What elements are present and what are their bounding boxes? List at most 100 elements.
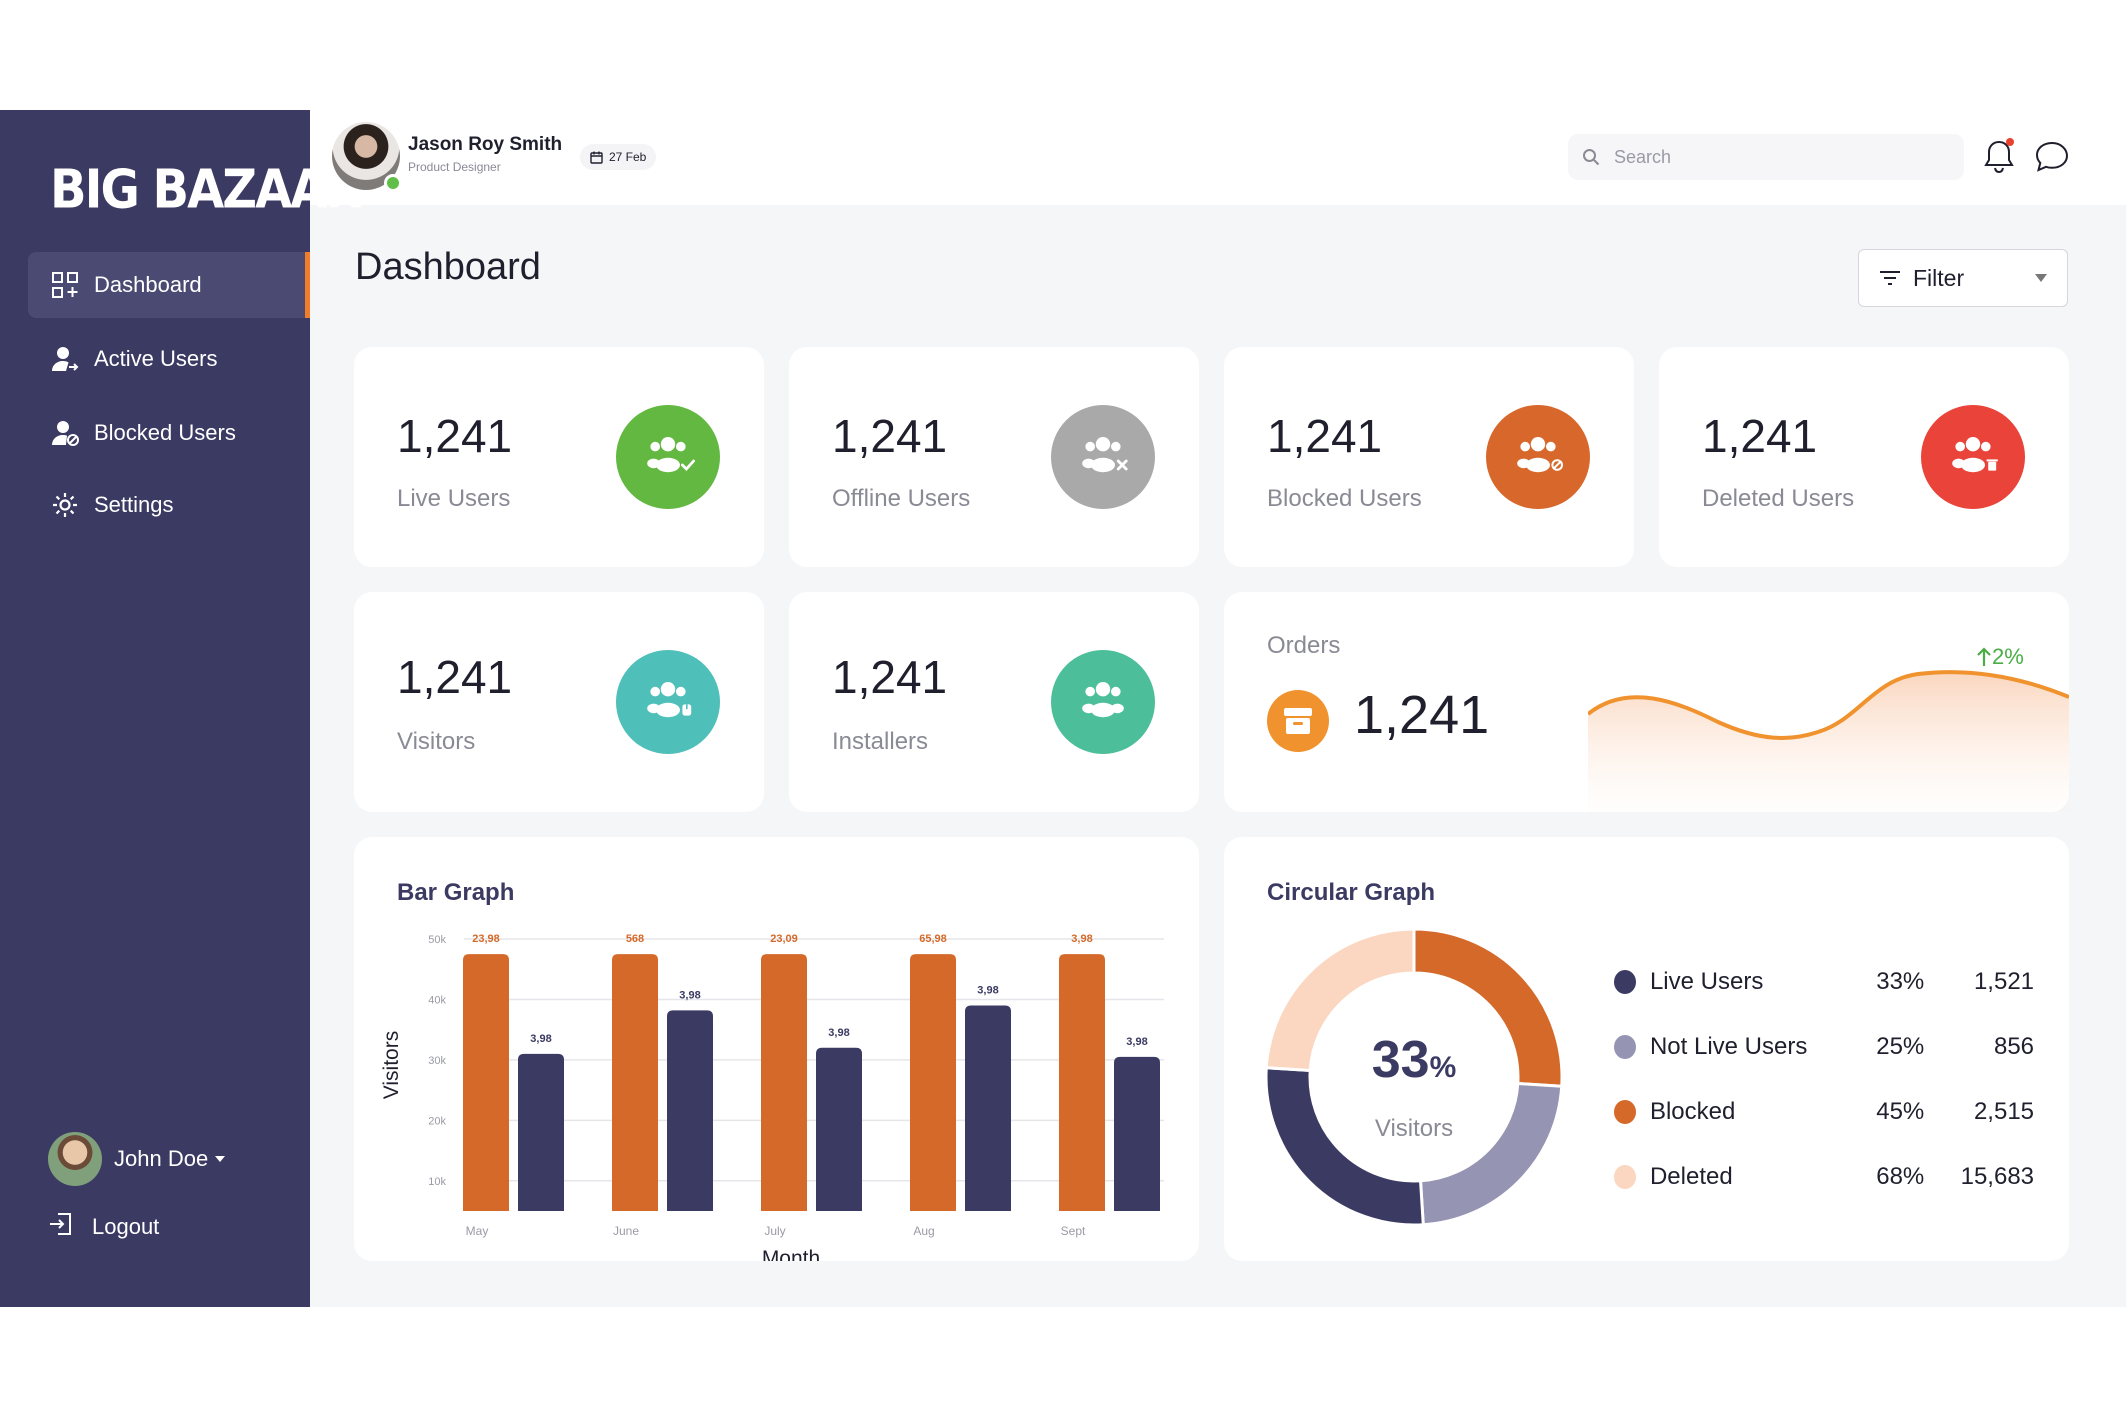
x-tick-label: June (613, 1224, 639, 1238)
sidebar-item-dashboard[interactable]: Dashboard (28, 252, 310, 318)
donut-segment[interactable] (1418, 1081, 1564, 1227)
bell-icon (1984, 140, 2014, 174)
bar-value-label: 568 (626, 933, 644, 945)
y-tick-label: 50k (428, 934, 446, 946)
legend-name: Deleted (1649, 1163, 1733, 1190)
donut-segment[interactable] (1264, 927, 1416, 1073)
bar[interactable] (518, 1053, 564, 1211)
bar-value-label: 65,98 (919, 933, 947, 945)
stat-value: 1,241 (397, 410, 513, 462)
x-tick-label: July (764, 1224, 785, 1238)
date-badge[interactable]: 27 Feb (580, 144, 657, 170)
header-user-name: Jason Roy Smith (408, 134, 563, 155)
online-status-dot (384, 174, 402, 192)
bar[interactable] (1059, 954, 1105, 1211)
y-axis-label: Visitors (380, 1031, 403, 1099)
donut-chart (1264, 927, 1564, 1227)
legend-item-deleted: Deleted 68% 15,683 (1614, 1157, 2034, 1197)
y-tick-label: 20k (428, 1115, 446, 1127)
bar[interactable] (761, 954, 807, 1211)
sidebar-item-blocked-users[interactable]: Blocked Users (28, 400, 310, 466)
page-title: Dashboard (355, 246, 541, 288)
stat-value: 1,241 (1267, 410, 1383, 462)
stat-value: 1,241 (832, 410, 948, 462)
sparkline-line (1588, 670, 2069, 740)
top-header: Jason Roy Smith Product Designer 27 Feb (310, 110, 2126, 205)
users-visitor-icon (616, 650, 720, 754)
bar[interactable] (910, 954, 956, 1211)
x-axis-label: Month (762, 1247, 820, 1261)
logout-button[interactable]: Logout (48, 1210, 159, 1244)
stat-card-live-users[interactable]: 1,241 Live Users (354, 347, 764, 567)
sidebar-item-active-users[interactable]: Active Users (28, 326, 310, 392)
header-avatar[interactable] (332, 122, 402, 192)
stat-card-installers[interactable]: 1,241 Installers (789, 592, 1199, 812)
donut-segment[interactable] (1264, 1066, 1425, 1227)
bar-value-label: 3,98 (828, 1027, 849, 1039)
orders-card[interactable]: Orders 1,241 2% (1224, 592, 2069, 812)
sidebar-item-label: Settings (94, 492, 174, 517)
bar[interactable] (816, 1047, 862, 1211)
stat-card-visitors[interactable]: 1,241 Visitors (354, 592, 764, 812)
x-tick-label: Aug (913, 1224, 934, 1238)
stat-value: 1,241 (832, 651, 948, 703)
avatar (48, 1132, 102, 1186)
legend-percent: 68% (1876, 1163, 1925, 1190)
legend-name: Live Users (1649, 968, 1764, 995)
legend-count: 15,683 (1960, 1163, 2035, 1190)
notification-button[interactable] (1982, 138, 2016, 179)
legend-count: 2,515 (1973, 1098, 2035, 1125)
users-deleted-icon (1921, 405, 2025, 509)
stat-value: 1,241 (1702, 410, 1818, 462)
sidebar-item-label: Active Users (94, 346, 218, 371)
bar[interactable] (1114, 1056, 1160, 1211)
legend-percent: 45% (1876, 1098, 1925, 1125)
bar-value-label: 3,98 (530, 1033, 551, 1045)
filter-dropdown[interactable]: Filter (1858, 249, 2068, 307)
logout-icon (48, 1210, 76, 1244)
stat-label: Live Users (397, 485, 511, 512)
stat-card-offline-users[interactable]: 1,241 Offline Users (789, 347, 1199, 567)
bar[interactable] (463, 954, 509, 1211)
search-box[interactable] (1568, 134, 1964, 180)
stat-label: Visitors (397, 728, 476, 755)
donut-center-number: 33 (1371, 1031, 1430, 1089)
legend-swatch (1614, 1035, 1636, 1059)
users-blocked-icon (1486, 405, 1590, 509)
legend-count: 856 (1993, 1033, 2035, 1060)
blocked-user-icon (50, 418, 80, 448)
sidebar-item-label: Dashboard (94, 272, 202, 297)
bar-value-label: 23,98 (472, 933, 500, 945)
legend-percent: 25% (1876, 1033, 1925, 1060)
sidebar-user-menu[interactable]: John Doe (48, 1132, 226, 1186)
search-icon (1583, 149, 1600, 166)
logout-label: Logout (92, 1214, 160, 1239)
circular-graph-title: Circular Graph (1267, 879, 1436, 906)
bar-graph-title: Bar Graph (397, 879, 515, 906)
filter-label: Filter (1913, 264, 1965, 291)
legend-item-not-live-users: Not Live Users 25% 856 (1614, 1027, 2034, 1067)
sidebar-item-settings[interactable]: Settings (28, 472, 310, 538)
sidebar-item-label: Blocked Users (94, 420, 236, 445)
orders-change-text: 2% (1992, 644, 2024, 669)
arrow-up-icon (1977, 647, 1991, 666)
messages-button[interactable] (2034, 140, 2070, 179)
donut-center-unit: % (1429, 1051, 1457, 1084)
y-tick-label: 10k (428, 1176, 446, 1188)
bar-value-label: 3,98 (679, 989, 700, 1001)
bar[interactable] (667, 1010, 713, 1211)
stat-card-blocked-users[interactable]: 1,241 Blocked Users (1224, 347, 1634, 567)
users-check-icon (616, 405, 720, 509)
stat-label: Offline Users (832, 485, 971, 512)
bar[interactable] (612, 954, 658, 1211)
chevron-down-icon (215, 1156, 226, 1162)
donut-center-value: 33% (1364, 1030, 1464, 1090)
orders-sparkline (1588, 670, 2069, 812)
legend-percent: 33% (1876, 968, 1925, 995)
bar-chart: 50k 40k 30k 20k 10k 23,98 3,98 May 568 3,98 June 23… (380, 933, 1164, 1261)
stat-card-deleted-users[interactable]: 1,241 Deleted Users (1659, 347, 2069, 567)
search-input[interactable] (1614, 146, 1944, 168)
bar-value-label: 3,98 (1071, 933, 1092, 945)
bar[interactable] (965, 1005, 1011, 1211)
legend-swatch (1614, 1165, 1636, 1189)
